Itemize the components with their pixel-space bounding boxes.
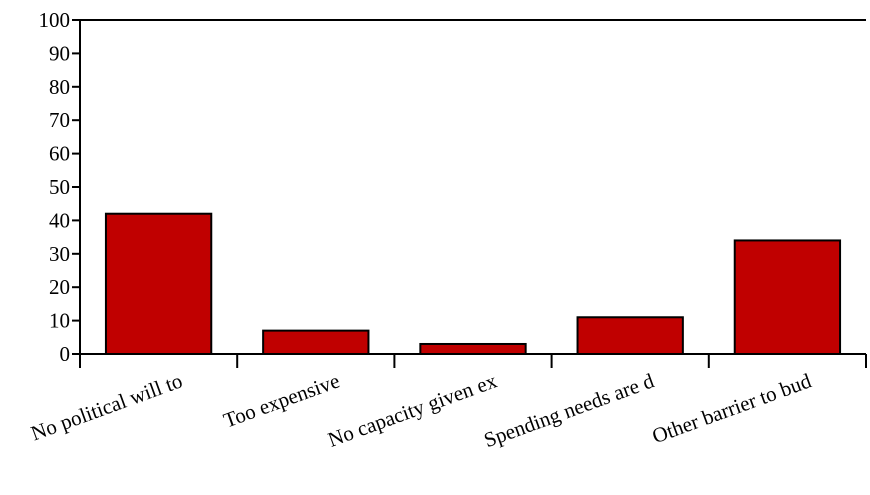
y-tick-label: 10 [49,309,70,333]
y-tick-label: 70 [49,108,70,132]
y-tick-label: 30 [49,242,70,266]
bar [262,329,370,355]
bar [419,342,527,356]
y-tick-label: 20 [49,275,70,299]
x-tick-label: No political will to [28,368,186,445]
y-axis: 0 10 20 30 40 50 60 70 80 90 100 [39,8,80,366]
bars [104,212,842,356]
x-tick-label: No capacity given ex [325,368,501,452]
y-tick-label: 80 [49,75,70,99]
y-tick-label: 90 [49,41,70,65]
bar [104,212,213,355]
y-tick-label: 100 [39,8,71,32]
x-tick-label: Too expensive [220,368,342,432]
y-tick-label: 60 [49,142,70,166]
bar [576,316,684,356]
bar [733,239,842,355]
y-tick-label: 0 [60,342,71,366]
y-tick-label: 50 [49,175,70,199]
x-tick-label: Other barrier to bud [649,368,815,448]
y-tick-label: 40 [49,208,70,232]
x-tick-label: Spending needs are d [481,368,658,452]
